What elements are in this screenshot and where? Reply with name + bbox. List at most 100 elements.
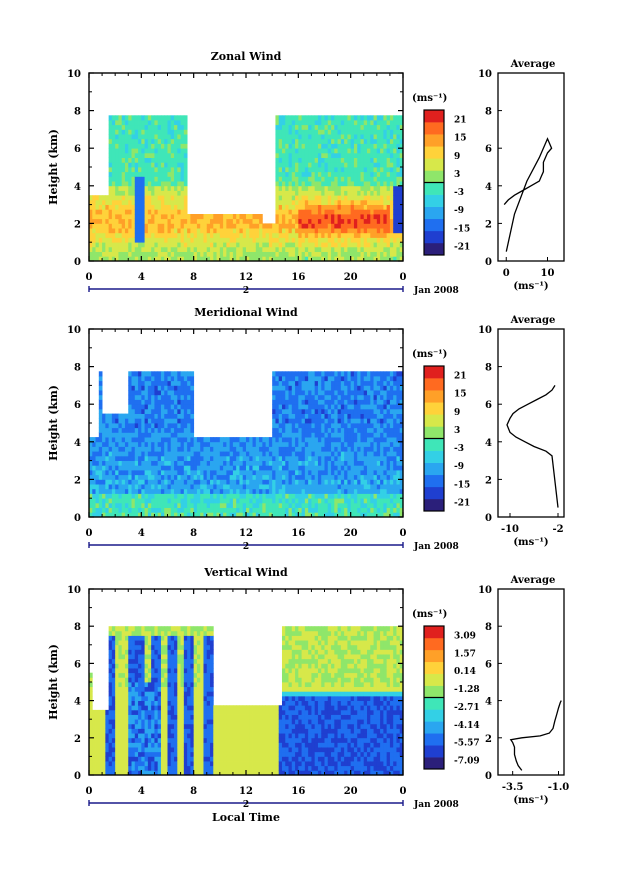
heatmap-cell (389, 446, 394, 452)
heatmap-cell (298, 242, 302, 248)
heatmap-cell (304, 390, 309, 396)
heatmap-cell (281, 181, 286, 187)
heatmap-cell (288, 138, 293, 144)
heatmap-cell (190, 512, 195, 518)
heatmap-cell (357, 129, 361, 135)
heatmap-cell (134, 134, 139, 140)
heatmap-cell (376, 427, 381, 433)
heatmap-cell (304, 167, 309, 173)
heatmap-cell (229, 451, 234, 457)
heatmap-cell (298, 162, 302, 168)
heatmap-cell (131, 380, 136, 386)
heatmap-cell (285, 498, 289, 504)
heatmap-cell (357, 484, 361, 490)
heatmap-cell (363, 385, 368, 391)
heatmap-cell (317, 413, 322, 419)
heatmap-cell (174, 498, 178, 504)
heatmap-cell (249, 470, 253, 476)
heatmap-cell (118, 232, 123, 238)
heatmap-cell (314, 418, 319, 424)
heatmap-cell (223, 455, 227, 461)
heatmap-cell (229, 232, 234, 238)
heatmap-cell (383, 148, 388, 154)
heatmap-cell (95, 195, 100, 201)
heatmap-cell (357, 437, 361, 443)
heatmap-cell (285, 190, 289, 196)
heatmap-cell (183, 502, 188, 508)
heatmap-cell (367, 256, 371, 262)
heatmap-cell (311, 242, 316, 248)
heatmap-cell (278, 223, 283, 229)
heatmap-cell (210, 256, 214, 262)
heatmap-cell (111, 138, 116, 144)
heatmap-cell (131, 474, 136, 480)
heatmap-cell (327, 115, 332, 121)
heatmap-cell (160, 465, 165, 471)
heatmap-cell (389, 237, 394, 243)
heatmap-cell (272, 427, 276, 433)
heatmap-cell (102, 512, 106, 518)
heatmap-cell (353, 380, 358, 386)
heatmap-cell (121, 237, 126, 243)
heatmap-cell (180, 176, 185, 182)
heatmap-cell (108, 446, 113, 452)
heatmap-cell (157, 162, 162, 168)
heatmap-cell (363, 390, 368, 396)
heatmap-cell (272, 488, 276, 494)
heatmap-cell (389, 408, 394, 414)
heatmap-cell (376, 376, 381, 382)
heatmap-cell (324, 176, 329, 182)
heatmap-cell (95, 246, 100, 252)
heatmap-cell (118, 423, 123, 429)
heatmap-cell (170, 408, 175, 414)
heatmap-cell (321, 242, 325, 248)
heatmap-cell (360, 181, 365, 187)
heatmap-cell (259, 441, 263, 447)
heatmap-cell (157, 157, 162, 163)
heatmap-cell (157, 479, 162, 485)
heatmap-cell (396, 209, 401, 215)
heatmap-cell (128, 199, 132, 205)
heatmap-cell (360, 176, 365, 182)
heatmap-cell (399, 399, 404, 405)
heatmap-cell (134, 124, 139, 130)
heatmap-cell (105, 242, 110, 248)
heatmap-cell (226, 223, 231, 229)
heatmap-cell (223, 470, 227, 476)
heatmap-cell (281, 185, 286, 191)
heatmap-cell (317, 376, 322, 382)
heatmap-cell (311, 171, 316, 177)
heatmap-cell (144, 115, 149, 121)
heatmap-cell (353, 413, 358, 419)
heatmap-cell (128, 204, 132, 210)
heatmap-cell (118, 171, 123, 177)
heatmap-cell (242, 246, 247, 252)
heatmap-cell (295, 460, 299, 466)
heatmap-cell (147, 152, 152, 158)
heatmap-cell (157, 460, 162, 466)
heatmap-cell (380, 484, 384, 490)
heatmap-cell (383, 380, 388, 386)
heatmap-cell (399, 507, 404, 513)
heatmap-cell (301, 380, 306, 386)
heatmap-cell (147, 256, 152, 262)
heatmap-cell (147, 148, 152, 154)
heatmap-cell (321, 380, 325, 386)
heatmap-cell (350, 432, 355, 438)
heatmap-cell (118, 124, 123, 130)
heatmap-cell (174, 427, 178, 433)
heatmap-cell (111, 470, 116, 476)
heatmap-cell (160, 256, 165, 262)
heatmap-cell (376, 115, 381, 121)
heatmap-cell (131, 376, 136, 382)
heatmap-cell (295, 171, 299, 177)
heatmap-cell (386, 204, 391, 210)
heatmap-cell (144, 441, 149, 447)
heatmap-cell (396, 251, 401, 257)
heatmap-cell (386, 441, 391, 447)
heatmap-cell (291, 223, 296, 229)
heatmap-cell (324, 237, 329, 243)
heatmap-cell (138, 441, 142, 447)
heatmap-cell (177, 190, 181, 196)
